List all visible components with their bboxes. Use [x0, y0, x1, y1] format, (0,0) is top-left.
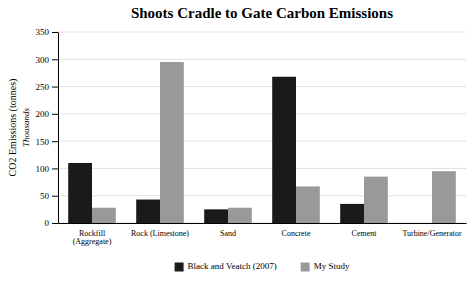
y-tick-label: 200	[36, 109, 50, 119]
bar	[92, 208, 116, 223]
y-axis-line	[58, 33, 59, 224]
legend-item: My Study	[301, 261, 350, 271]
chart: 0 50 100 150 200 250 300 350 Rockfill(Aggregate)…	[0, 0, 474, 285]
x-tick: Concrete	[282, 229, 311, 238]
grid-line	[58, 113, 466, 114]
y-tick-label: 350	[36, 27, 50, 37]
bar-series	[68, 77, 364, 223]
x-tick: Rock (Limestone)	[131, 229, 189, 238]
y-tick-label: 150	[36, 137, 50, 147]
legend-swatch	[175, 263, 184, 272]
bar	[408, 223, 432, 224]
y-tick-label: 300	[36, 55, 50, 65]
y-tick-mark	[52, 141, 58, 142]
annotation: Thousands	[21, 108, 31, 148]
x-tick: Turbine/Generator	[402, 229, 462, 238]
y-tick-mark	[52, 223, 58, 224]
bar	[364, 177, 388, 223]
y-tick: 100	[36, 164, 59, 174]
bar	[228, 208, 252, 223]
x-tick: Cement	[352, 229, 378, 238]
y-tick-label: 250	[36, 82, 50, 92]
bar	[204, 209, 228, 223]
legend-item: Black and Veatch (2007)	[175, 261, 277, 271]
y-tick: 0	[45, 218, 59, 228]
title: Shoots Cradle to Gate Carbon Emissions	[131, 5, 393, 21]
bar	[296, 186, 320, 223]
bars	[68, 62, 456, 223]
grid	[58, 32, 466, 223]
plot: 0 50 100 150 200 250 300 350 Rockfill(Aggregate)…	[36, 27, 467, 246]
legend: Black and Veatch (2007) My Study	[175, 261, 350, 271]
x-tick: Sand	[220, 229, 236, 238]
grid-line	[58, 86, 466, 87]
bar	[432, 171, 456, 223]
legend-label: My Study	[314, 261, 350, 271]
x-tick: Rockfill(Aggregate)	[73, 229, 112, 247]
y-tick-mark	[52, 59, 58, 60]
x-tick-label: Rock (Limestone)	[131, 229, 189, 238]
y-tick: 250	[36, 82, 59, 92]
y-axis-title: CO2 Emissions (tonnes)	[7, 79, 19, 177]
y-tick-label: 50	[40, 191, 50, 201]
x-tick-label: Turbine/Generator	[402, 229, 462, 238]
bar	[68, 163, 92, 223]
x-tick-label: Sand	[220, 229, 236, 238]
y-tick-mark	[52, 87, 58, 88]
x-tick-label: Concrete	[282, 229, 311, 238]
bar	[272, 77, 296, 223]
grid-line	[58, 59, 466, 60]
y-tick-mark	[52, 196, 58, 197]
legend-swatch	[301, 263, 310, 272]
grid-line	[58, 168, 466, 169]
bar	[340, 204, 364, 223]
bar	[160, 62, 184, 223]
bar-series	[92, 62, 456, 223]
grid-line	[58, 223, 466, 224]
y-tick-mark	[52, 168, 58, 169]
y-axis: 0 50 100 150 200 250 300 350	[36, 27, 59, 228]
y-tick-label: 100	[36, 164, 50, 174]
y-tick: 300	[36, 55, 59, 65]
x-tick-label: Cement	[352, 229, 378, 238]
bar	[136, 200, 160, 223]
grid-line	[58, 141, 466, 142]
y-tick: 50	[40, 191, 58, 201]
y-tick-mark	[52, 32, 58, 33]
y-tick-mark	[52, 114, 58, 115]
x-axis: Rockfill(Aggregate) Rock (Limestone) Sand C…	[59, 224, 467, 247]
x-axis-line	[59, 223, 467, 224]
grid-line	[58, 32, 466, 33]
y-tick: 200	[36, 109, 59, 119]
y-tick: 350	[36, 27, 59, 37]
legend-label: Black and Veatch (2007)	[188, 261, 277, 271]
grid-line	[58, 195, 466, 196]
y-tick: 150	[36, 137, 59, 147]
x-tick-label: Rockfill(Aggregate)	[73, 229, 112, 247]
y-tick-label: 0	[45, 218, 50, 228]
